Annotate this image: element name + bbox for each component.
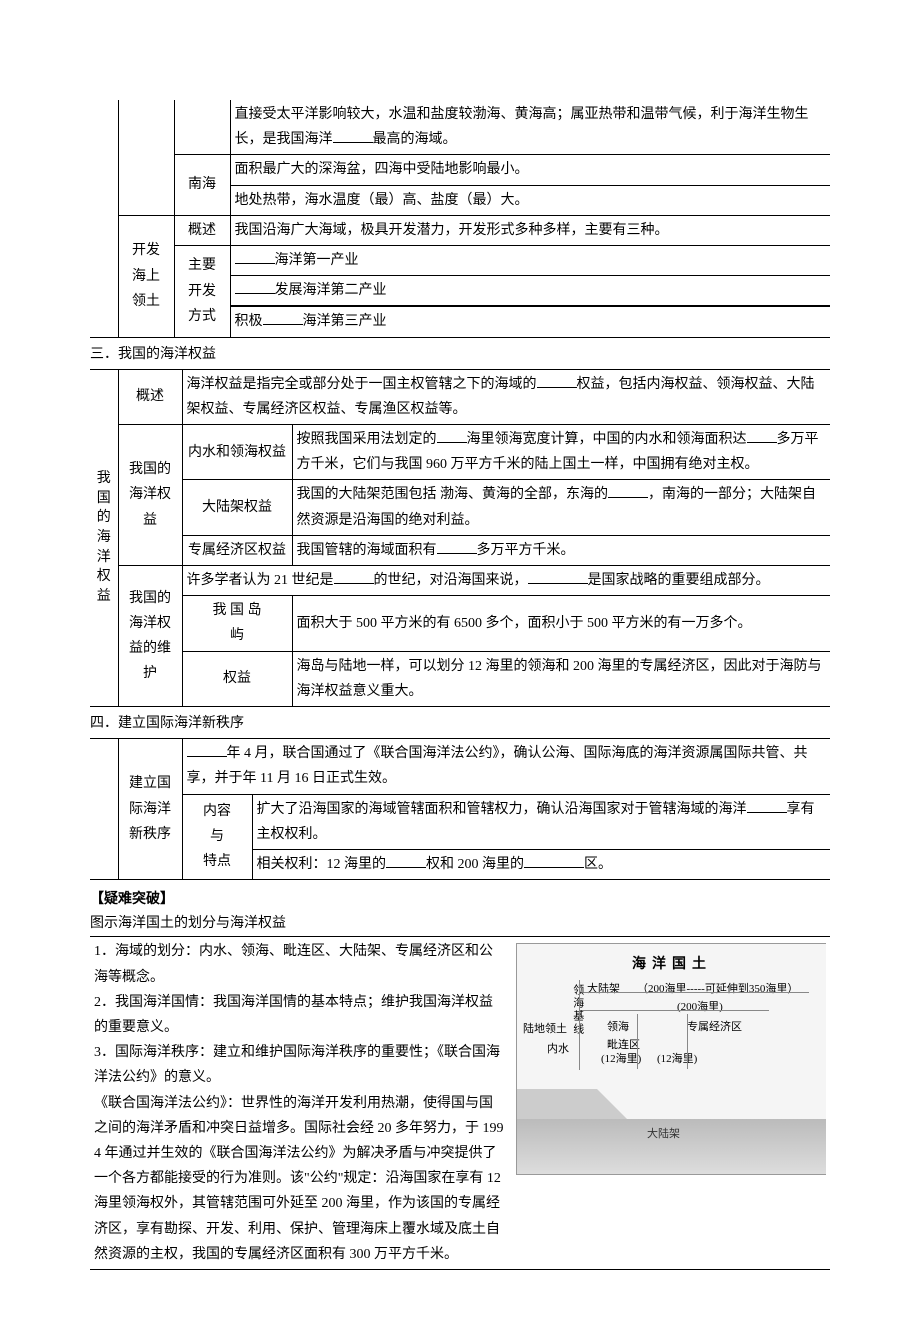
table-sea-develop: 直接受太平洋影响较大，水温和盐度较渤海、黄海高；属亚热带和温带气候，利于海洋生物… (90, 100, 830, 338)
row-eez-label: 专属经济区权益 (182, 535, 292, 565)
row-inner: 按照我国采用法划定的海里领海宽度计算，中国的内水和领海面积达多万平方千米，它们与… (292, 425, 830, 480)
hard-p2: 2．我国海洋国情：我国海洋国情的基本特点；维护我国海洋权益的重要意义。 (94, 990, 506, 1040)
cell-methods: 海洋第一产业 发展海洋第二产业 (230, 245, 830, 306)
row-century: 许多学者认为 21 世纪是的世纪，对沿海国来说，是国家战略的重要组成部分。 (182, 566, 830, 596)
hard-heading: 【疑难突破】 (90, 886, 830, 911)
section-4-title: 四．建立国际海洋新秩序 (90, 711, 830, 736)
row-island-rights-label: 权益 (182, 651, 292, 706)
vheader-rights: 我国的海洋权益 (90, 369, 118, 706)
row-islands-label: 我 国 岛屿 (182, 596, 292, 651)
hard-p1: 1．海域的划分：内水、领海、毗连区、大陆架、专属经济区和公海等概念。 (94, 939, 506, 989)
cell-south-sea-label: 南海 (174, 155, 230, 215)
hard-subtitle: 图示海洋国土的划分与海洋权益 (90, 911, 830, 936)
cell-summary-label: 概述 (174, 215, 230, 245)
order-line2: 相关权利：12 海里的权和 200 海里的区。 (252, 849, 830, 879)
cell-methods-label: 主要开发方式 (174, 245, 230, 337)
table-hard: 海洋国土 大陆架 （200海里-----可延伸到350海里） (200海里) 陆… (90, 936, 830, 1269)
order-line1: 扩大了沿海国家的海域管辖面积和管辖权力，确认沿海国家对于管辖海域的海洋享有主权权… (252, 794, 830, 849)
table-rights: 我国的海洋权益 概述 海洋权益是指完全或部分处于一国主权管辖之下的海域的权益，包… (90, 369, 830, 707)
cell-south-sea-1: 面积最广大的深海盆，四海中受陆地影响最小。 (230, 155, 830, 185)
order-sub-label: 内容与特点 (182, 794, 252, 880)
diagram-ocean-territory: 海洋国土 大陆架 （200海里-----可延伸到350海里） (200海里) 陆… (516, 943, 826, 1175)
row-island-rights: 海岛与陆地一样，可以划分 12 海里的领海和 200 海里的专属经济区，因此对于… (292, 651, 830, 706)
section-3-title: 三．我国的海洋权益 (90, 342, 830, 367)
cell-south-sea-2: 地处热带，海水温度（最）高、盐度（最）大。 (230, 185, 830, 215)
cell-summary: 我国沿海广大海域，极具开发潜力，开发形式多种多样，主要有三种。 (230, 215, 830, 245)
table-order: 建立国际海洋新秩序 年 4 月，联合国通过了《联合国海洋法公约》，确认公海、国际… (90, 738, 830, 880)
hard-p4: 《联合国海洋法公约》：世界性的海洋开发利用热潮，使得国与国之间的海洋矛盾和冲突日… (94, 1091, 506, 1267)
row-shelf: 我国的大陆架范围包括 渤海、黄海的全部，东海的，南海的一部分；大陆架自然资源是沿… (292, 480, 830, 535)
row-inner-label: 内水和领海权益 (182, 425, 292, 480)
group-china-rights: 我国的海洋权益 (118, 425, 182, 566)
row-overview: 海洋权益是指完全或部分处于一国主权管辖之下的海域的权益，包括内海权益、领海权益、… (182, 369, 830, 424)
row-eez: 我国管辖的海域面积有多万平方千米。 (292, 535, 830, 565)
order-top: 年 4 月，联合国通过了《联合国海洋法公约》，确认公海、国际海底的海洋资源属国际… (182, 739, 830, 794)
row-shelf-label: 大陆架权益 (182, 480, 292, 535)
hard-p3: 3．国际海洋秩序：建立和维护国际海洋秩序的重要性；《联合国海洋法公约》的意义。 (94, 1040, 506, 1090)
row-overview-label: 概述 (118, 369, 182, 424)
order-label: 建立国际海洋新秩序 (118, 739, 182, 880)
cell-east-sea: 直接受太平洋影响较大，水温和盐度较渤海、黄海高；属亚热带和温带气候，利于海洋生物… (230, 100, 830, 155)
row-islands: 面积大于 500 平方米的有 6500 多个，面积小于 500 平方米的有一万多… (292, 596, 830, 651)
group-protect: 我国的海洋权益的维护 (118, 566, 182, 707)
cell-develop-label: 开发海上领土 (118, 215, 174, 337)
cell-method3: 积极海洋第三产业 (230, 307, 830, 337)
